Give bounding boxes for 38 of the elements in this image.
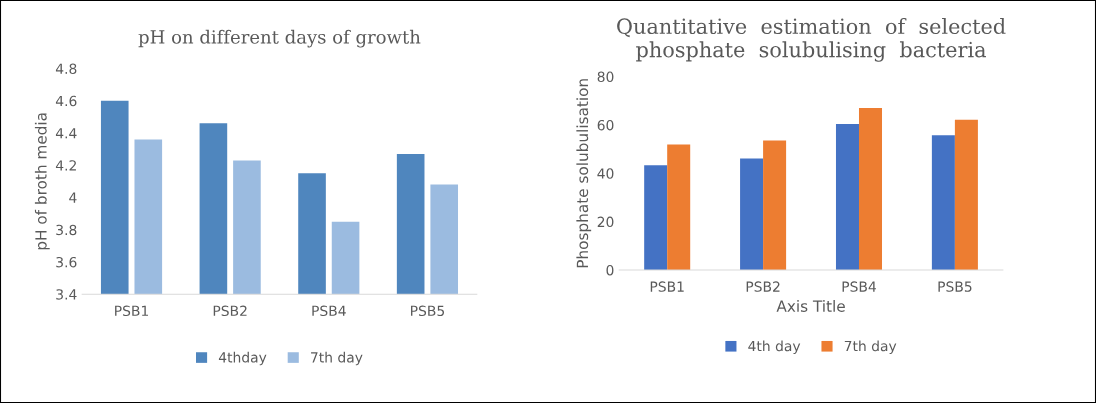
bar — [763, 140, 787, 271]
bar — [835, 123, 859, 271]
x-tick-label: PSB4 — [312, 305, 346, 317]
y-axis-title: Phosphate solubulisation — [576, 79, 592, 268]
y-tick-label: 40 — [597, 168, 614, 179]
legend-label: 4th day — [748, 340, 801, 354]
x-tick-label: PSB5 — [411, 305, 444, 317]
y-tick-label: 0 — [606, 264, 614, 276]
bar — [931, 135, 955, 271]
bar — [740, 158, 764, 271]
y-tick-label: 4.6 — [55, 95, 77, 107]
chart-title: pH on different days of growth — [138, 29, 421, 48]
chart-title: Quantitative estimation of selected phosphate solubulising bacteria — [617, 17, 1006, 62]
x-axis-title: Axis Title — [776, 300, 845, 312]
bar — [954, 119, 978, 271]
y-tick-label: 3.6 — [56, 256, 77, 268]
y-tick-label: 80 — [597, 71, 614, 83]
y-tick-label: 3.4 — [56, 289, 77, 300]
legend-label: 7th day — [844, 340, 897, 354]
y-tick-label: 4.8 — [55, 63, 77, 74]
y-axis-title: pH of broth media — [34, 113, 50, 250]
legend-label: 7th day — [311, 351, 363, 366]
legend-label: 4thday — [218, 351, 267, 366]
y-tick-label: 4 — [69, 192, 77, 203]
y-tick-label: 4.4 — [55, 128, 77, 139]
y-tick-label: 20 — [597, 216, 614, 228]
y-tick-label: 60 — [597, 119, 614, 131]
y-tick-label: 3.8 — [56, 224, 77, 236]
bar — [667, 144, 691, 271]
x-tick-label: PSB4 — [842, 281, 876, 292]
x-tick-label: PSB1 — [650, 281, 684, 292]
y-tick-label: 4.2 — [55, 160, 76, 171]
x-tick-label: PSB2 — [746, 281, 780, 292]
x-tick-label: PSB2 — [213, 305, 247, 317]
x-tick-label: PSB1 — [115, 305, 149, 317]
bar — [858, 108, 883, 271]
x-tick-label: PSB5 — [938, 281, 972, 292]
bar — [644, 165, 668, 271]
